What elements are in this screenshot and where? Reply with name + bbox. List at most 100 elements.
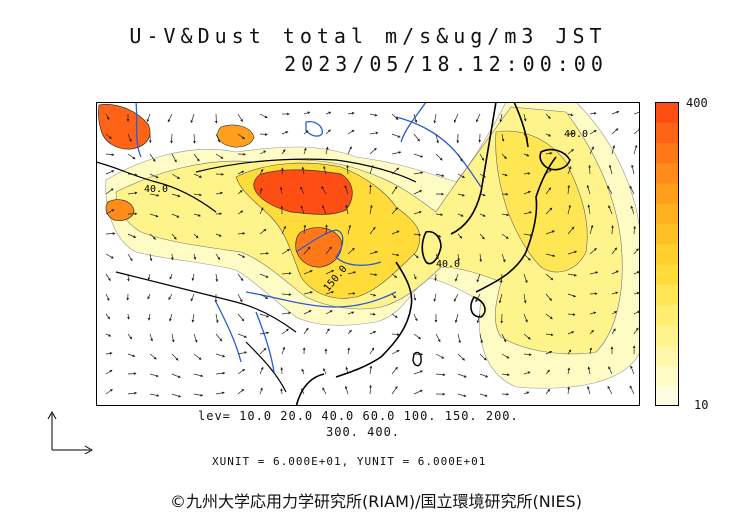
island-taiwan [412,351,422,367]
wind-arrow [391,207,398,215]
colorbar-swatch [655,304,679,326]
wind-arrow [611,225,614,235]
wind-arrow [369,226,376,235]
wind-arrow [391,253,400,257]
colorbar-swatch [655,385,679,406]
wind-arrow [501,133,505,142]
wind-arrow [567,250,578,255]
wind-arrow [567,313,576,316]
wind-arrow [105,232,116,235]
wind-vectors [105,110,640,398]
wind-arrow [303,130,309,135]
wind-arrow [193,153,200,162]
wind-arrow [545,187,552,195]
wind-arrow [453,293,459,302]
wind-arrow [391,349,400,355]
wind-arrow [279,186,283,195]
colorbar-swatch [655,183,679,204]
wind-arrow [171,373,181,378]
wind-arrow [259,347,267,355]
wind-arrow [325,111,332,115]
wind-arrow [589,292,598,296]
wind-arrow [435,173,445,177]
river-amur [395,116,482,188]
wind-arrow [391,293,397,299]
wind-arrow [545,133,552,137]
wind-arrow [325,328,330,335]
wind-arrow [369,113,378,117]
wind-arrow [457,193,465,197]
wind-arrow [105,209,115,215]
wind-arrow [391,230,400,235]
wind-arrow [169,313,173,322]
wind-arrow [149,353,157,360]
wind-arrow [435,233,442,238]
river-southwest [215,301,242,363]
wind-arrow [523,353,532,356]
wind-arrow [499,273,503,284]
map-datetime: 2023/05/18.12:00:00 [284,52,608,76]
wind-arrow [633,327,639,335]
wind-arrow [413,352,424,356]
wind-arrow [413,313,418,322]
wind-arrow [545,351,553,355]
wind-arrow [589,329,594,335]
wind-arrow [147,313,151,321]
wind-arrow [347,347,351,355]
wind-arrow [127,353,136,358]
wind-arrow [215,353,226,358]
wind-arrow [149,193,160,197]
wind-arrow [479,373,489,378]
wind-arrow [413,389,423,395]
wind-arrow [545,388,551,395]
wind-arrow [523,293,527,304]
wind-arrow [281,149,286,155]
wind-arrow [454,273,459,282]
wind-arrow [391,151,402,155]
wind-arrow [303,310,312,315]
wind-arrow [413,233,422,237]
wind-arrow [322,205,327,215]
colorbar-swatch [655,284,679,306]
wind-arrow [413,153,424,158]
wind-arrow [280,388,283,395]
wind-arrow [587,385,591,395]
wind-arrow [321,185,327,195]
coastline-sakhalin [513,102,529,148]
wind-arrow [498,293,503,304]
wind-arrow [457,173,466,178]
wind-arrow [281,271,292,275]
wind-arrow [303,246,311,255]
wind-arrow [105,113,110,121]
wind-arrow [300,205,305,215]
wind-arrow [149,333,153,342]
wind-arrow [149,253,153,262]
wind-arrow [191,313,195,323]
wind-arrow [391,366,398,375]
wind-arrow [523,153,530,157]
wind-arrow [391,133,401,138]
colorbar-min-label: 10 [694,398,709,412]
wind-arrow [567,184,571,195]
wind-arrow [215,313,219,324]
wind-arrow [369,184,372,195]
wind-arrow [215,333,223,342]
wind-arrow [523,253,531,261]
wind-arrow [435,353,445,359]
wind-arrow [259,113,268,119]
wind-arrow [171,213,180,218]
colorbar-swatch [655,162,679,184]
wind-arrow [105,133,112,139]
wind-arrow [237,210,244,215]
wind-arrow [105,170,115,175]
wind-arrow [171,173,181,179]
wind-arrow [147,273,151,281]
wind-arrow [325,290,335,295]
wind-arrow [215,233,222,237]
wind-arrow [457,373,467,378]
wind-arrow [215,391,225,395]
wind-arrow [630,365,635,375]
wind-arrow [146,113,151,123]
wind-arrow [391,113,399,120]
wind-arrow [475,293,481,303]
